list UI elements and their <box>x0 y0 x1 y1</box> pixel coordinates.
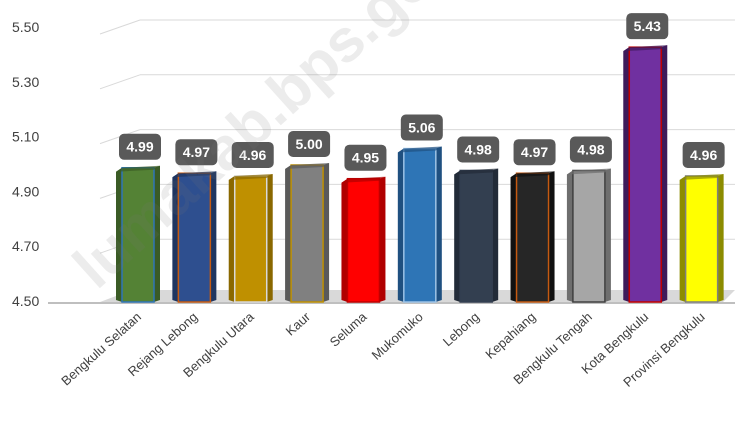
x-tick-label: Seluma <box>327 309 370 350</box>
data-label-box <box>457 136 500 163</box>
y-tick-label: 5.10 <box>12 129 39 145</box>
data-label-box <box>569 136 612 163</box>
bar-side <box>548 171 555 302</box>
y-tick-label: 5.50 <box>12 19 39 35</box>
bar <box>177 172 212 303</box>
bar-side <box>604 168 611 302</box>
data-label-box <box>513 139 556 166</box>
bar-top <box>679 173 724 180</box>
bar-side-left <box>341 178 348 302</box>
bar-side <box>210 171 217 302</box>
bar-top <box>566 168 611 175</box>
data-label: 4.97 <box>183 144 210 160</box>
y-tick-label: 4.70 <box>12 238 39 254</box>
data-label: 4.98 <box>577 141 604 157</box>
bar-top <box>228 173 273 180</box>
bar-side <box>661 45 668 303</box>
bar-side <box>435 146 442 302</box>
bar <box>403 147 437 303</box>
bar <box>459 169 493 303</box>
x-tick-label: Kepahiang <box>482 309 538 362</box>
bar-top <box>623 45 668 52</box>
bar-top <box>454 168 499 175</box>
bar <box>233 175 268 303</box>
data-label-box <box>682 141 725 168</box>
bar <box>346 177 381 303</box>
data-label-box <box>400 114 443 141</box>
data-label-box <box>626 13 669 40</box>
data-label-box <box>175 139 218 166</box>
data-label: 5.00 <box>295 136 322 152</box>
bar-top <box>510 171 555 178</box>
x-tick-label: Mukomuko <box>369 309 426 363</box>
bar-side <box>379 176 386 302</box>
bar-side-left <box>228 175 235 302</box>
bar <box>628 46 663 303</box>
bar-side <box>323 163 330 302</box>
bar <box>572 169 606 303</box>
data-label-box <box>119 133 161 160</box>
bar-side-left <box>566 170 573 302</box>
bar-top <box>341 176 386 183</box>
bar-side-left <box>510 173 517 302</box>
data-label: 5.43 <box>634 18 661 34</box>
data-label: 5.06 <box>408 120 435 136</box>
data-label-box <box>231 141 274 168</box>
bar-side-left <box>285 165 292 302</box>
data-label: 4.96 <box>239 147 266 163</box>
bar <box>290 164 324 303</box>
bar <box>515 172 550 303</box>
x-axis-line <box>48 302 735 304</box>
bar-side <box>492 168 499 302</box>
bar-side <box>154 165 160 302</box>
data-label-box <box>288 131 331 157</box>
data-label: 4.97 <box>521 144 548 160</box>
data-label-box <box>344 144 387 171</box>
bar-side-left <box>454 170 461 302</box>
x-tick-label: Kaur <box>283 309 314 339</box>
x-tick-label: Lebong <box>440 309 482 349</box>
data-label: 4.95 <box>352 150 379 166</box>
bar-top <box>116 165 160 172</box>
bar-side-left <box>679 175 686 302</box>
bar-side <box>717 173 724 302</box>
bar <box>684 175 719 303</box>
bar-side-left <box>172 173 179 302</box>
bar-side <box>266 173 273 302</box>
gridline-diagonal <box>99 74 141 90</box>
y-tick-label: 4.50 <box>12 293 39 309</box>
bar-top <box>397 146 442 153</box>
bar-side-left <box>397 148 404 302</box>
data-label: 4.96 <box>690 147 717 163</box>
bar-side-left <box>623 47 630 303</box>
gridline-diagonal <box>99 19 141 35</box>
data-label: 4.98 <box>465 141 492 157</box>
bar <box>121 166 155 303</box>
bar-top <box>285 163 330 169</box>
y-tick-label: 4.90 <box>12 183 39 199</box>
bar-side-left <box>116 167 122 302</box>
y-tick-label: 5.30 <box>12 74 39 90</box>
data-label: 4.99 <box>126 139 153 155</box>
bar-top <box>172 171 217 178</box>
